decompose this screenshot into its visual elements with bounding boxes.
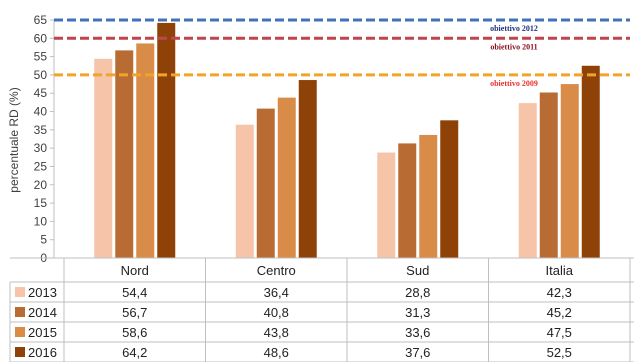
target-label: obiettivo 2011: [490, 42, 537, 51]
data-label: 33,6: [405, 325, 430, 340]
legend-label: 2016: [28, 345, 57, 360]
data-label: 36,4: [264, 285, 289, 300]
data-label: 40,8: [264, 305, 289, 320]
bar-nord-2016: [157, 22, 176, 259]
legend-swatch-2013: [15, 287, 25, 297]
y-tick-label: 55: [34, 50, 48, 64]
bar-nord-2014: [115, 50, 134, 258]
legend-swatch-2014: [15, 307, 25, 317]
bar-italia-2016: [581, 65, 600, 259]
y-tick-label: 45: [34, 86, 48, 100]
y-tick-label: 35: [34, 123, 48, 137]
bar-italia-2013: [518, 103, 537, 259]
data-label: 58,6: [122, 325, 147, 340]
y-tick-label: 50: [34, 68, 48, 82]
bar-italia-2015: [560, 84, 579, 258]
bar-sud-2013: [377, 152, 396, 258]
target-label: obiettivo 2012: [490, 24, 538, 33]
bar-centro-2013: [235, 124, 254, 258]
bar-sud-2016: [440, 120, 459, 258]
data-label: 43,8: [264, 325, 289, 340]
y-tick-label: 20: [34, 178, 48, 192]
bar-nord-2015: [136, 43, 155, 259]
category-label: Italia: [546, 263, 574, 278]
data-label: 54,4: [122, 285, 147, 300]
legend-swatch-2015: [15, 327, 25, 337]
legend-label: 2014: [28, 305, 57, 320]
y-tick-label: 60: [34, 31, 48, 45]
category-label: Nord: [121, 263, 149, 278]
bar-italia-2014: [539, 92, 558, 258]
target-label: obiettivo 2009: [490, 79, 538, 88]
category-label: Sud: [406, 263, 429, 278]
y-axis-label: percentuale RD (%): [7, 87, 21, 192]
data-label: 52,5: [547, 345, 572, 360]
y-tick-label: 40: [34, 105, 48, 119]
bar-centro-2015: [277, 97, 296, 258]
y-tick-label: 5: [40, 233, 47, 247]
data-label: 31,3: [405, 305, 430, 320]
bar-sud-2014: [398, 143, 417, 258]
bar-centro-2016: [298, 80, 317, 259]
data-label: 37,6: [405, 345, 430, 360]
y-tick-label: 10: [34, 214, 48, 228]
data-label: 45,2: [547, 305, 572, 320]
data-label: 64,2: [122, 345, 147, 360]
legend-swatch-2016: [15, 347, 25, 357]
data-label: 28,8: [405, 285, 430, 300]
legend-label: 2013: [28, 285, 57, 300]
bar-centro-2014: [256, 108, 275, 259]
data-label: 42,3: [547, 285, 572, 300]
bar-nord-2013: [94, 58, 113, 258]
legend-label: 2015: [28, 325, 57, 340]
y-tick-label: 15: [34, 196, 48, 210]
y-tick-label: 65: [34, 13, 48, 27]
y-tick-label: 25: [34, 159, 48, 173]
bar-sud-2015: [419, 134, 438, 258]
data-label: 48,6: [264, 345, 289, 360]
data-label: 47,5: [547, 325, 572, 340]
data-label: 56,7: [122, 305, 147, 320]
y-tick-label: 30: [34, 141, 48, 155]
category-label: Centro: [257, 263, 296, 278]
